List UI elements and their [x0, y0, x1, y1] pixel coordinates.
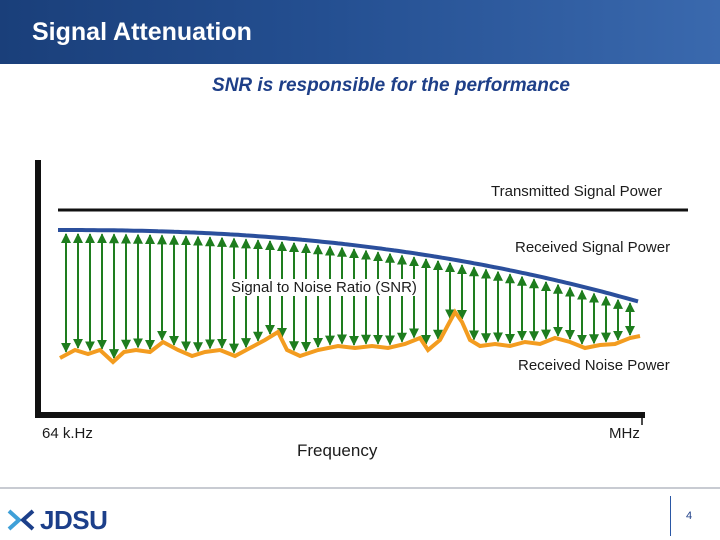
slide-subtitle: SNR is responsible for the performance [212, 75, 570, 96]
transmitted-signal-label: Transmitted Signal Power [491, 183, 663, 200]
footer-divider [0, 487, 720, 489]
slide-title: Signal Attenuation [32, 18, 252, 46]
logo-text: JDSU [40, 504, 108, 535]
snr-label: Signal to Noise Ratio (SNR) [228, 279, 420, 296]
received-signal-label: Received Signal Power [515, 239, 671, 256]
x-end-label: MHz [609, 425, 640, 442]
page-number: 4 [686, 510, 693, 522]
page-number-box [670, 496, 720, 536]
jdsu-logo: JDSU [6, 500, 108, 540]
snr-arrows [61, 233, 635, 360]
jdsu-logo-icon [7, 509, 35, 531]
x-axis-label: Frequency [297, 441, 378, 460]
received-noise-curve [59, 308, 641, 365]
received-signal-curve [58, 228, 639, 304]
x-start-label: 64 k.Hz [42, 425, 93, 442]
title-bar: Signal Attenuation [0, 0, 720, 64]
received-noise-label: Received Noise Power [518, 357, 670, 374]
